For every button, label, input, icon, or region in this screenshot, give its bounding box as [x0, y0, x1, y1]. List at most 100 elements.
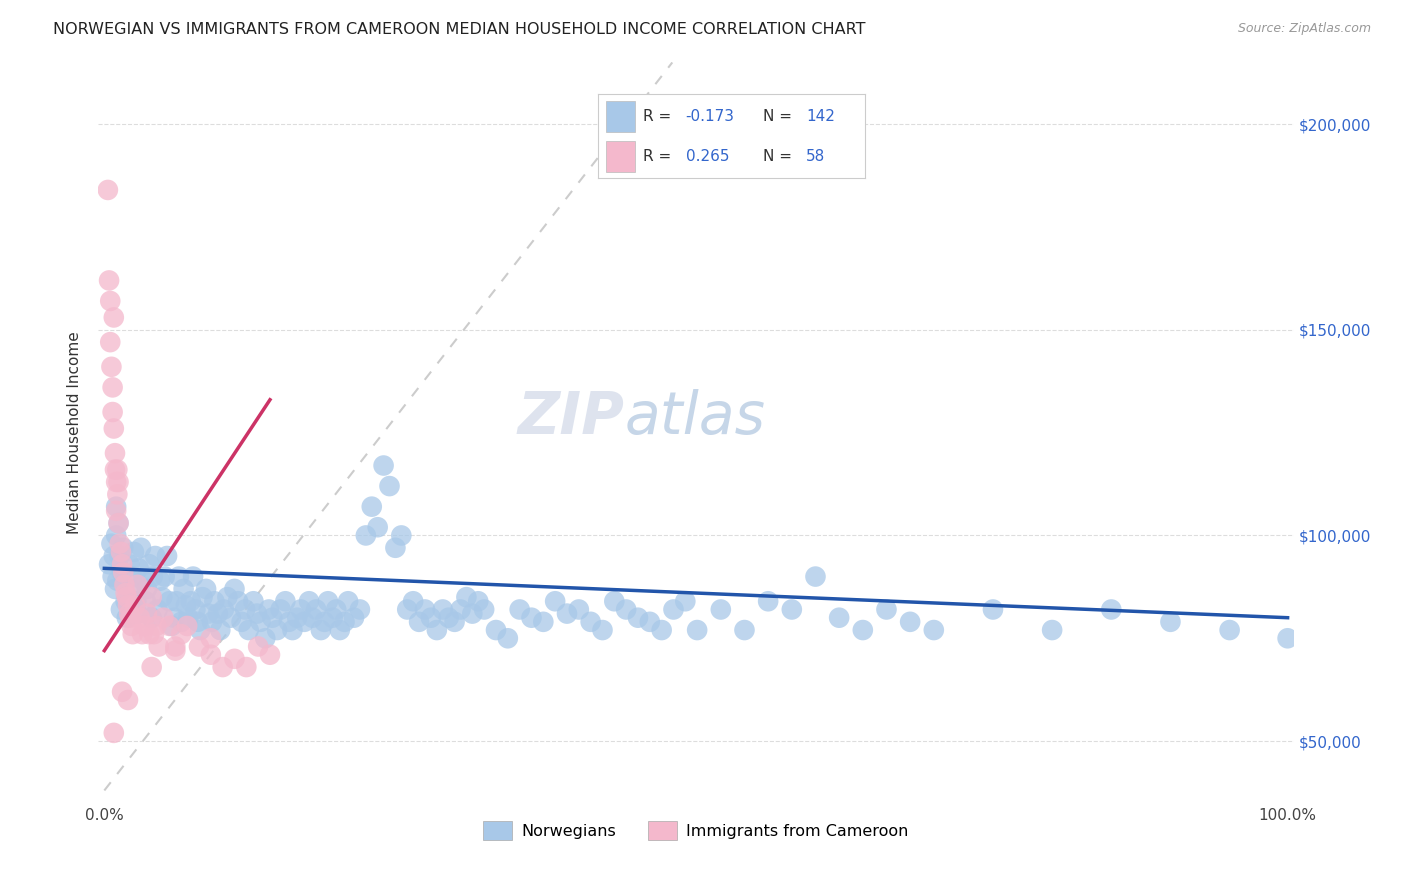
Point [828, 610, 851, 624]
Point [627, 610, 650, 624]
Point [103, 726, 125, 740]
Point [115, 590, 138, 604]
Point [981, 602, 1004, 616]
Text: 0.265: 0.265 [686, 149, 730, 164]
Text: ZIP: ZIP [517, 389, 624, 446]
Point [922, 623, 945, 637]
Point [413, 602, 436, 616]
Point [165, 643, 187, 657]
Point [105, 462, 128, 476]
Point [138, 558, 160, 572]
Point [325, 602, 347, 616]
Point [108, 549, 131, 563]
Text: 58: 58 [806, 149, 825, 164]
Point [322, 610, 344, 624]
Point [804, 569, 827, 583]
Point [467, 594, 489, 608]
Point [266, 623, 288, 637]
Point [224, 652, 246, 666]
Point [309, 623, 332, 637]
Point [101, 405, 124, 419]
Point [461, 607, 484, 621]
Point [118, 558, 141, 572]
Point [710, 602, 733, 616]
Point [207, 607, 229, 621]
Point [117, 599, 139, 613]
Point [107, 516, 129, 530]
Point [756, 594, 779, 608]
Point [200, 632, 222, 646]
Point [129, 541, 152, 555]
Point [662, 602, 685, 616]
Point [110, 602, 132, 616]
Point [136, 607, 159, 621]
Point [638, 615, 661, 629]
Point [219, 610, 242, 624]
Legend: Norwegians, Immigrants from Cameroon: Norwegians, Immigrants from Cameroon [477, 814, 915, 847]
Point [104, 582, 127, 596]
Point [259, 648, 281, 662]
Point [167, 569, 190, 583]
Point [105, 574, 128, 588]
Point [187, 615, 209, 629]
Point [115, 610, 138, 624]
Point [107, 516, 129, 530]
Point [1040, 623, 1063, 637]
Point [134, 619, 156, 633]
Point [181, 569, 204, 583]
Point [686, 623, 709, 637]
Point [274, 594, 297, 608]
Point [103, 549, 125, 563]
Point [148, 640, 170, 654]
Point [114, 578, 136, 592]
Point [734, 623, 756, 637]
Point [108, 536, 131, 550]
Point [247, 640, 270, 654]
Point [114, 594, 136, 608]
Text: R =: R = [643, 149, 676, 164]
Text: NORWEGIAN VS IMMIGRANTS FROM CAMEROON MEDIAN HOUSEHOLD INCOME CORRELATION CHART: NORWEGIAN VS IMMIGRANTS FROM CAMEROON ME… [53, 22, 866, 37]
Point [1277, 632, 1299, 646]
Point [202, 594, 225, 608]
Text: -0.173: -0.173 [686, 109, 735, 124]
Point [200, 648, 222, 662]
Point [305, 602, 328, 616]
Point [104, 462, 127, 476]
Point [166, 594, 188, 608]
Point [197, 607, 219, 621]
Point [231, 615, 253, 629]
Point [277, 615, 299, 629]
FancyBboxPatch shape [606, 141, 636, 171]
Point [157, 619, 180, 633]
Point [592, 623, 614, 637]
Text: N =: N = [763, 149, 797, 164]
Point [121, 627, 143, 641]
Point [131, 627, 153, 641]
Point [408, 615, 430, 629]
Point [188, 623, 211, 637]
Point [426, 623, 449, 637]
Point [520, 610, 543, 624]
Point [437, 610, 460, 624]
Point [373, 458, 395, 473]
Point [254, 632, 277, 646]
Point [132, 574, 155, 588]
Point [780, 602, 803, 616]
Point [107, 475, 129, 489]
Point [176, 619, 198, 633]
Point [402, 594, 425, 608]
Point [138, 627, 160, 641]
Point [173, 582, 195, 596]
Point [98, 558, 121, 572]
Point [432, 602, 454, 616]
Point [316, 594, 339, 608]
Point [170, 615, 193, 629]
Point [378, 479, 401, 493]
Point [124, 599, 146, 613]
Point [120, 582, 142, 596]
Point [111, 566, 134, 580]
Point [103, 310, 125, 325]
Point [184, 602, 207, 616]
Point [152, 610, 174, 624]
Point [127, 607, 149, 621]
